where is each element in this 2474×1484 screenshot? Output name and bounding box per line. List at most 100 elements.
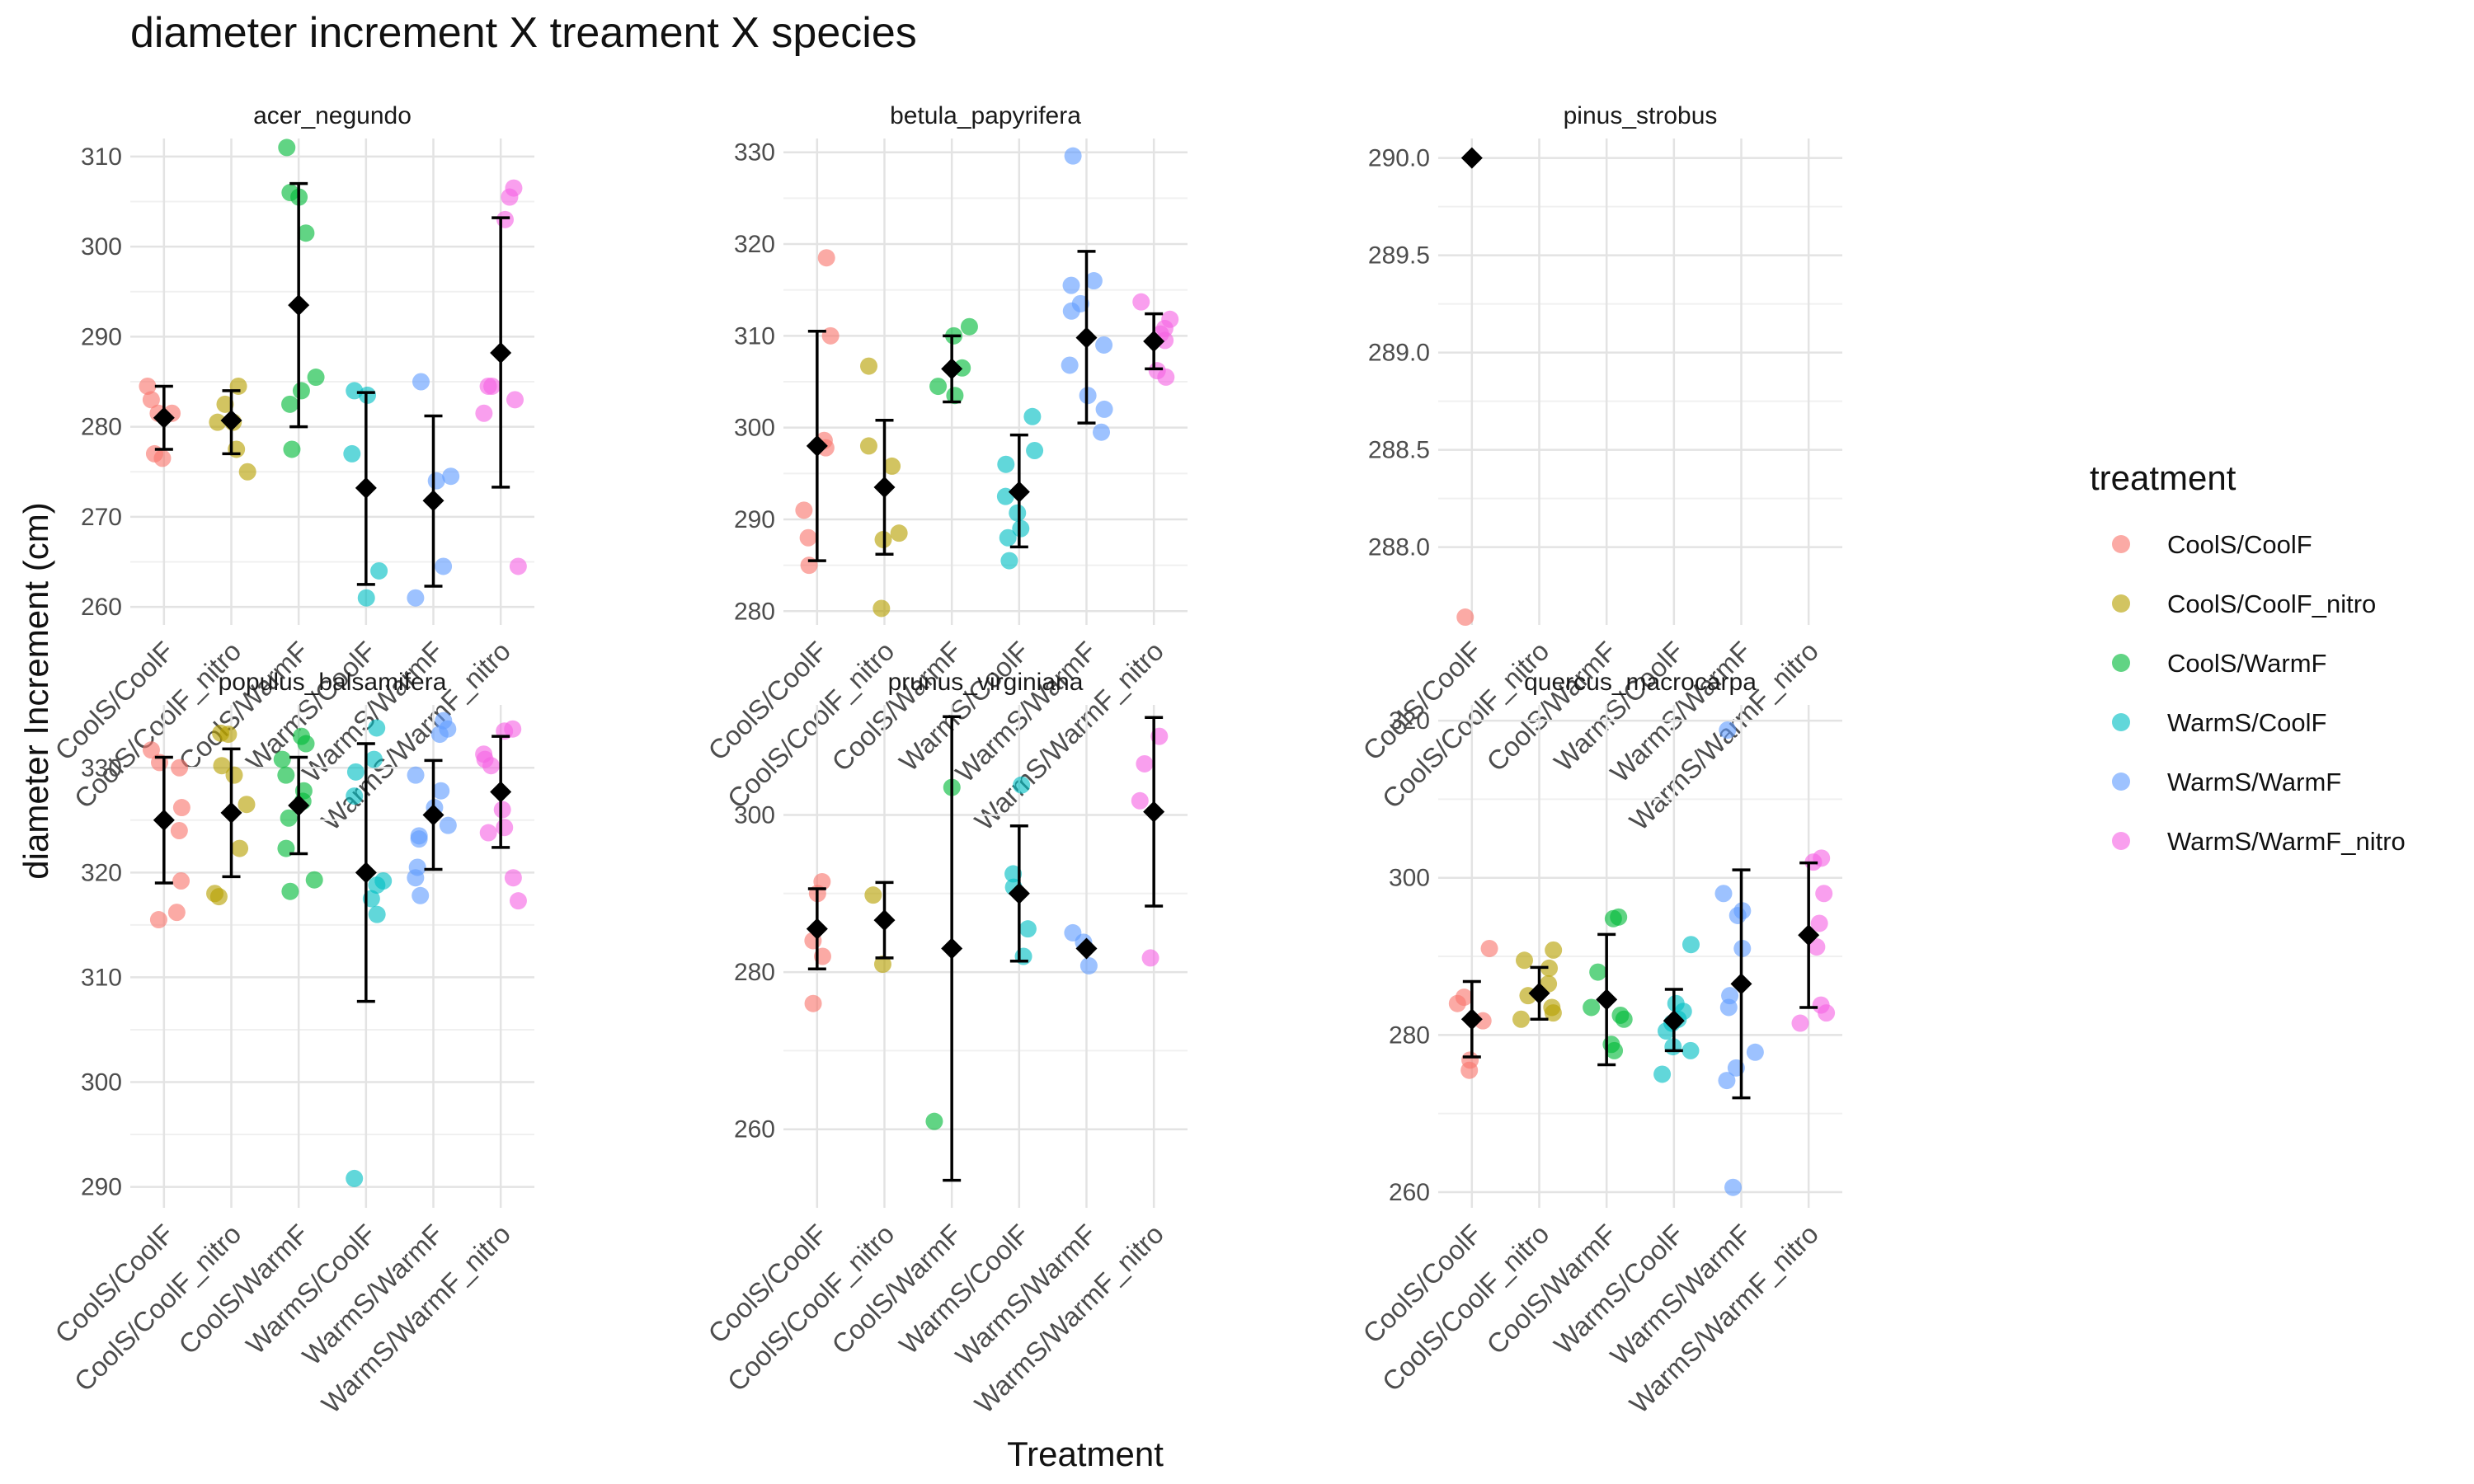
mean-marker: [806, 918, 828, 940]
data-point: [1480, 939, 1498, 957]
legend-label: WarmS/WarmF_nitro: [2167, 827, 2406, 856]
data-point: [1064, 147, 1082, 165]
data-point: [278, 139, 296, 157]
data-point: [1084, 272, 1103, 290]
mean-marker: [1008, 481, 1030, 503]
data-point: [1812, 996, 1830, 1014]
data-point: [153, 449, 172, 467]
data-point: [346, 787, 364, 805]
legend-key: [2112, 535, 2130, 553]
data-point: [273, 750, 291, 768]
mean-marker: [490, 781, 512, 803]
data-point: [231, 839, 249, 857]
data-point: [883, 457, 901, 475]
data-point: [343, 444, 361, 463]
data-point: [1012, 519, 1030, 538]
data-point: [1719, 721, 1737, 739]
data-point: [925, 1112, 943, 1130]
mean-marker: [355, 862, 377, 884]
y-tick-label: 290: [81, 323, 122, 350]
mean-marker: [422, 490, 444, 512]
data-point: [813, 872, 831, 890]
data-point: [149, 911, 167, 929]
data-point: [479, 377, 497, 395]
data-point: [407, 766, 425, 784]
data-point: [410, 827, 428, 845]
data-point: [960, 317, 978, 336]
mean-marker: [220, 801, 242, 824]
data-point: [292, 382, 310, 400]
data-point: [139, 377, 157, 395]
data-point: [172, 872, 190, 890]
data-point: [505, 179, 523, 197]
mean-marker: [1663, 1010, 1685, 1032]
data-point: [1141, 949, 1159, 967]
data-point: [305, 871, 323, 889]
data-point: [1667, 994, 1685, 1012]
data-point: [442, 467, 460, 486]
data-point: [859, 437, 877, 455]
y-tick-label: 290: [734, 506, 775, 533]
data-point: [1064, 923, 1082, 942]
legend: treatment CoolS/CoolF CoolS/CoolF_nitro Coo…: [2090, 458, 2406, 856]
data-point: [407, 589, 425, 607]
mean-marker: [1008, 882, 1030, 904]
y-tick-label: 289.0: [1368, 340, 1430, 367]
legend-key: [2112, 594, 2130, 613]
y-tick-label: 288.0: [1368, 534, 1430, 561]
x-axis-title: Treatment: [1007, 1435, 1164, 1473]
mean-marker: [288, 294, 310, 317]
panel-betula-papyrifera: 280290300310320330betula_papyriferaCoolS…: [702, 102, 1188, 836]
data-point: [1148, 362, 1166, 380]
data-point: [435, 557, 453, 575]
data-point: [1000, 552, 1018, 570]
y-tick-label: 300: [1389, 865, 1430, 892]
data-point: [800, 556, 818, 575]
data-point: [860, 357, 878, 375]
data-point: [412, 373, 430, 391]
data-point: [370, 561, 388, 580]
data-point: [1026, 441, 1044, 459]
data-point: [1136, 754, 1154, 773]
data-point: [1131, 791, 1149, 810]
y-tick-label: 320: [734, 231, 775, 258]
y-tick-label: 280: [734, 959, 775, 986]
data-point: [439, 816, 457, 834]
data-point: [1543, 998, 1561, 1017]
data-point: [795, 501, 813, 519]
legend-key: [2112, 654, 2130, 672]
data-point: [1062, 276, 1080, 294]
data-point: [1161, 310, 1179, 328]
data-point: [1746, 1043, 1764, 1061]
data-point: [509, 557, 527, 575]
data-point: [167, 904, 186, 922]
data-point: [997, 455, 1015, 473]
y-tick-label: 260: [734, 1116, 775, 1144]
data-point: [1791, 1014, 1809, 1032]
legend-label: CoolS/CoolF_nitro: [2167, 589, 2376, 618]
y-tick-label: 300: [734, 415, 775, 442]
data-point: [357, 589, 375, 607]
data-point: [435, 711, 453, 730]
mean-marker: [355, 477, 377, 499]
data-point: [1653, 1065, 1672, 1083]
y-tick-label: 320: [81, 859, 122, 886]
data-point: [999, 528, 1017, 547]
data-point: [283, 440, 301, 458]
data-point: [504, 720, 522, 738]
data-point: [307, 369, 325, 387]
data-point: [496, 819, 514, 837]
data-point: [365, 750, 383, 768]
legend-label: CoolS/WarmF: [2167, 649, 2326, 678]
y-tick-label: 310: [81, 143, 122, 171]
data-point: [297, 224, 315, 242]
data-point: [1093, 423, 1111, 441]
data-point: [368, 905, 386, 923]
data-point: [479, 824, 497, 842]
y-tick-label: 300: [81, 1069, 122, 1097]
data-point: [1589, 963, 1607, 981]
data-point: [346, 382, 364, 400]
data-point: [412, 886, 430, 904]
y-tick-label: 290: [81, 1174, 122, 1201]
data-point: [804, 994, 822, 1012]
